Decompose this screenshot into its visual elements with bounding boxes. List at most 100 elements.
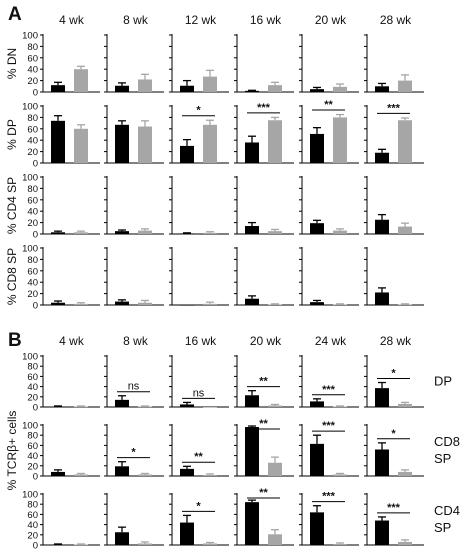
subplot-0-5: 28 wk: [364, 13, 424, 93]
bar-black: [310, 302, 324, 305]
panel-label-a: A: [8, 4, 22, 25]
bar-gray: [203, 232, 217, 234]
column-title: 12 wk: [185, 13, 217, 27]
y-axis-label: % DP: [5, 119, 19, 150]
bar-gray: [138, 79, 152, 92]
significance-label: ns: [128, 381, 140, 393]
significance-label: **: [259, 418, 268, 430]
bar-black: [310, 133, 324, 163]
y-tick-label: 60: [27, 53, 38, 64]
y-tick-label: 80: [27, 255, 38, 266]
bar-black: [180, 468, 194, 476]
bar-black: [180, 404, 194, 407]
bar-gray: [74, 128, 88, 163]
bar-black: [180, 305, 194, 306]
row-label: CD4: [434, 503, 460, 518]
subplot-2-4: [299, 176, 359, 235]
y-tick-label: 80: [27, 113, 38, 124]
subplot-5-1: *: [104, 424, 164, 477]
subplot-1-1: [104, 105, 164, 164]
bar-black: [375, 152, 389, 163]
y-tick-label: 60: [27, 266, 38, 277]
bar-gray: [203, 474, 217, 476]
bar-gray: [74, 544, 88, 546]
significance-label: ***: [387, 502, 401, 514]
bar-black: [180, 85, 194, 92]
bar-black: [375, 388, 389, 407]
y-tick-label: 20: [27, 392, 38, 403]
y-tick-label: 20: [27, 76, 38, 87]
subplot-0-4: 20 wk: [299, 13, 359, 93]
y-tick-label: 20: [27, 289, 38, 300]
bar-gray: [268, 462, 282, 476]
bar-gray: [333, 406, 347, 408]
subplot-6-4: ***: [299, 491, 359, 546]
subplot-1-4: **: [299, 99, 359, 164]
subplot-1-5: ***: [364, 102, 424, 164]
panel-label-b: B: [8, 330, 22, 351]
y-tick-label: 60: [27, 124, 38, 135]
bar-gray: [398, 226, 412, 234]
bar-black: [310, 401, 324, 407]
y-tick-label: 80: [27, 431, 38, 442]
subplot-2-1: [104, 176, 164, 235]
bar-black: [245, 90, 259, 92]
bar-gray: [203, 76, 217, 92]
bar-gray: [398, 403, 412, 407]
y-tick-label: 0: [33, 230, 38, 241]
bar-gray: [268, 85, 282, 92]
y-tick-label: 0: [33, 301, 38, 312]
subplot-6-3: **: [234, 487, 294, 546]
y-tick-label: 100: [22, 31, 38, 42]
bar-black: [51, 302, 65, 305]
y-tick-label: 80: [27, 42, 38, 53]
significance-label: **: [259, 487, 268, 499]
significance-label: *: [391, 428, 396, 440]
subplot-2-5: [364, 176, 424, 235]
y-tick-label: 0: [33, 541, 38, 550]
subplot-3-2: [169, 247, 229, 306]
significance-label: ***: [322, 420, 336, 432]
bar-black: [180, 233, 194, 235]
significance-label: ***: [257, 102, 271, 114]
y-tick-label: 60: [27, 510, 38, 521]
subplot-5-5: *: [364, 424, 424, 477]
y-tick-label: 0: [33, 159, 38, 170]
subplot-2-3: [234, 176, 294, 235]
subplot-3-5: [364, 247, 424, 306]
bar-gray: [268, 120, 282, 163]
y-tick-label: 40: [27, 278, 38, 289]
bar-gray: [138, 126, 152, 163]
bar-black: [180, 522, 194, 545]
subplot-4-5: * 28 wk: [364, 334, 424, 408]
subplot-6-1: [104, 493, 164, 546]
significance-label: *: [196, 105, 201, 117]
row-label: SP: [434, 520, 451, 535]
bar-black: [245, 226, 259, 234]
subplot-4-1: ns 8 wk: [104, 334, 164, 408]
bar-black: [375, 292, 389, 305]
bar-gray: [333, 230, 347, 234]
column-title: 24 wk: [315, 334, 347, 348]
y-tick-label: 80: [27, 362, 38, 373]
significance-label: *: [131, 447, 136, 459]
bar-gray: [74, 232, 88, 234]
bar-black: [51, 85, 65, 92]
y-tick-label: 40: [27, 451, 38, 462]
y-tick-label: 100: [22, 244, 38, 255]
y-tick-label: 100: [22, 490, 38, 501]
bar-gray: [74, 474, 88, 476]
y-axis-label: % CD8 SP: [5, 248, 19, 305]
bar-gray: [203, 303, 217, 305]
column-title: 8 wk: [123, 334, 149, 348]
y-tick-label: 20: [27, 218, 38, 229]
bar-gray: [333, 304, 347, 306]
y-axis-label: % CD4 SP: [5, 177, 19, 234]
subplot-4-4: *** 24 wk: [299, 334, 359, 408]
y-tick-label: 20: [27, 147, 38, 158]
